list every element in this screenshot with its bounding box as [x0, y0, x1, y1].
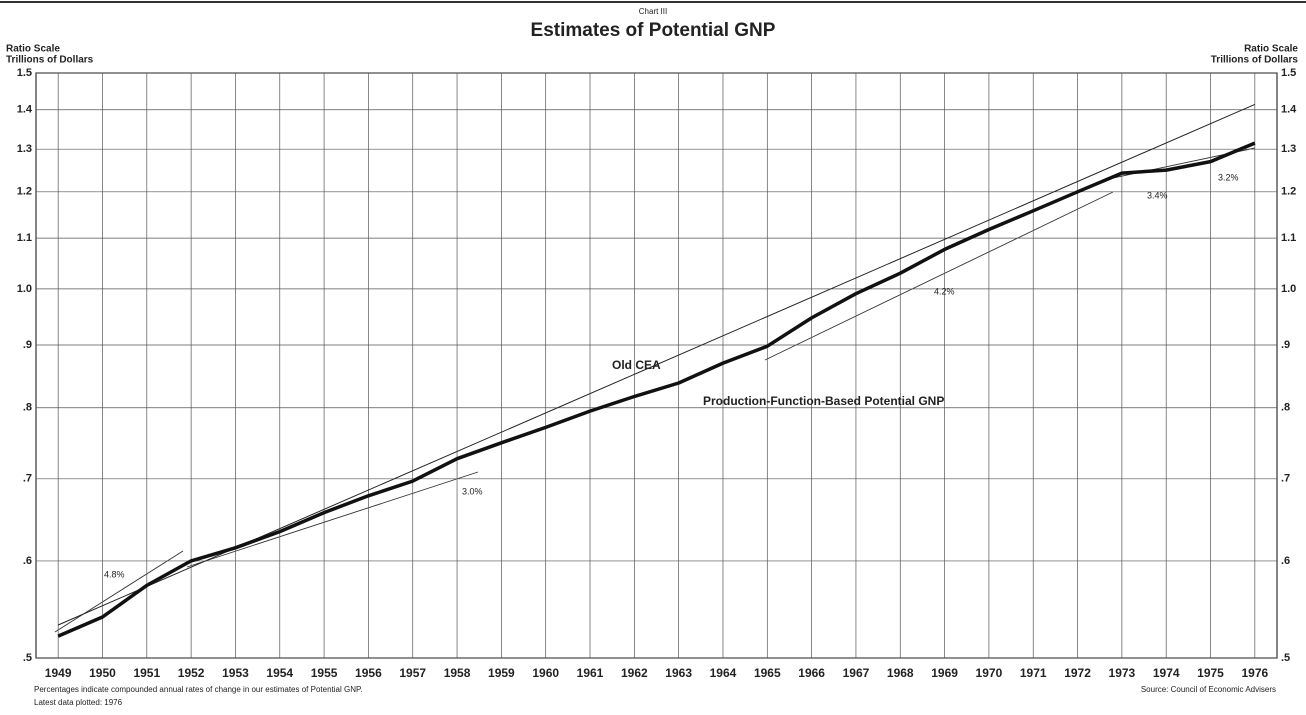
x-tick-label: 1964: [710, 666, 737, 680]
x-tick-label: 1970: [976, 666, 1003, 680]
y-tick-label: .9: [23, 339, 32, 351]
footnote: Percentages indicate compounded annual r…: [34, 685, 363, 694]
x-tick-label: 1961: [577, 666, 604, 680]
chart-title: Estimates of Potential GNP: [531, 20, 776, 41]
trend-brackets: [54, 147, 1256, 633]
x-tick-label: 1950: [89, 666, 116, 680]
y-tick-label: 1.1: [17, 232, 32, 244]
y2-tick-label: 1.4: [1281, 104, 1297, 116]
annotation: 4.2%: [934, 286, 955, 296]
y-tick-label: .6: [23, 555, 32, 567]
annotation: 3.2%: [1218, 172, 1239, 182]
footnote: Latest data plotted: 1976: [34, 698, 123, 707]
x-tick-label: 1969: [931, 666, 958, 680]
x-tick-label: 1958: [444, 666, 471, 680]
x-tick-label: 1972: [1064, 666, 1091, 680]
y-tick-label: .7: [23, 473, 32, 485]
x-tick-label: 1954: [266, 666, 293, 680]
y2-tick-label: 1.2: [1281, 186, 1296, 198]
series-label: Old CEA: [612, 358, 661, 372]
y2-tick-label: 1.3: [1281, 143, 1296, 155]
x-tick-label: 1957: [399, 666, 426, 680]
y-axis-label: Ratio Scale: [6, 44, 60, 55]
y-tick-label: 1.0: [17, 283, 32, 295]
x-tick-label: 1956: [355, 666, 382, 680]
y-tick-label: 1.5: [17, 67, 32, 79]
y-axis-label: Trillions of Dollars: [6, 55, 94, 66]
y2-tick-label: .8: [1281, 402, 1290, 414]
x-tick-label: 1974: [1153, 666, 1180, 680]
y-tick-label: 1.2: [17, 186, 32, 198]
y-tick-label: 1.3: [17, 143, 32, 155]
x-tick-label: 1952: [178, 666, 205, 680]
y2-tick-label: 1.0: [1281, 283, 1296, 295]
series-label: Production-Function-Based Potential GNP: [703, 394, 944, 408]
trend-line: [54, 147, 1256, 633]
x-tick-label: 1960: [532, 666, 559, 680]
x-tick-label: 1951: [133, 666, 160, 680]
y-tick-label: 1.4: [17, 104, 33, 116]
x-tick-label: 1965: [754, 666, 781, 680]
y2-tick-label: .5: [1281, 652, 1290, 664]
y2-tick-label: .6: [1281, 555, 1290, 567]
y-tick-label: .5: [23, 652, 32, 664]
x-tick-label: 1967: [843, 666, 870, 680]
source: Source: Council of Economic Advisers: [1141, 685, 1276, 694]
y2-tick-label: .7: [1281, 473, 1290, 485]
annotation: 3.4%: [1147, 190, 1168, 200]
x-tick-label: 1953: [222, 666, 249, 680]
x-tick-label: 1963: [665, 666, 692, 680]
x-tick-label: 1966: [798, 666, 825, 680]
y2-tick-label: 1.1: [1281, 232, 1296, 244]
x-tick-label: 1949: [45, 666, 72, 680]
y2-tick-label: 1.5: [1281, 67, 1296, 79]
chart-overline: Chart III: [639, 7, 667, 16]
x-tick-label: 1973: [1109, 666, 1136, 680]
x-tick-label: 1976: [1241, 666, 1268, 680]
x-tick-label: 1975: [1197, 666, 1224, 680]
x-tick-label: 1968: [887, 666, 914, 680]
x-tick-label: 1959: [488, 666, 515, 680]
y-tick-label: .8: [23, 402, 32, 414]
x-tick-label: 1962: [621, 666, 648, 680]
series-line: [57, 141, 1256, 638]
x-tick-label: 1971: [1020, 666, 1047, 680]
y2-axis-label: Trillions of Dollars: [1211, 55, 1299, 66]
x-tick-label: 1955: [311, 666, 338, 680]
annotation: 4.8%: [104, 569, 125, 579]
y2-tick-label: .9: [1281, 339, 1290, 351]
annotation: 3.0%: [462, 486, 483, 496]
y2-axis-label: Ratio Scale: [1244, 44, 1298, 55]
